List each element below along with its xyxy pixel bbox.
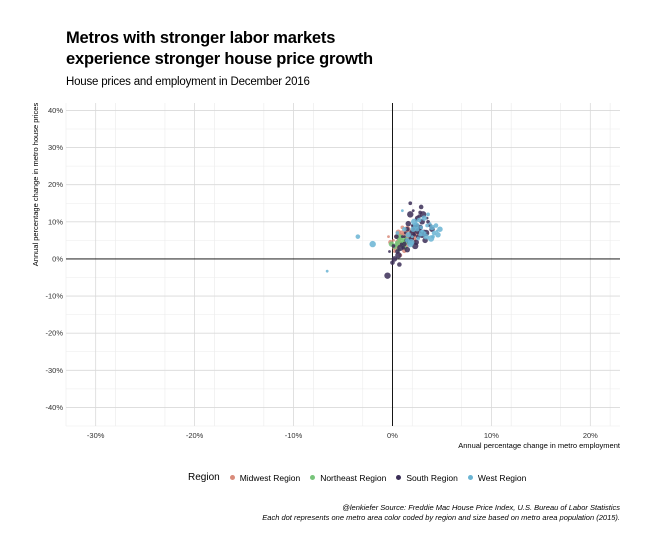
point-west	[437, 226, 443, 232]
legend-swatch-midwest	[229, 475, 235, 480]
x-tick-label: -30%	[87, 431, 105, 440]
x-tick-label: -10%	[285, 431, 303, 440]
point-west	[426, 212, 430, 217]
y-tick-label: -20%	[45, 329, 63, 338]
x-tick-label: -20%	[186, 431, 204, 440]
point-south	[390, 260, 395, 265]
point-west	[419, 225, 424, 230]
point-south	[418, 210, 423, 215]
point-west	[405, 232, 412, 238]
legend-swatch-west	[467, 475, 473, 480]
point-south	[397, 244, 404, 251]
point-northeast	[395, 240, 398, 244]
point-midwest	[392, 238, 395, 242]
point-south	[401, 245, 406, 250]
caption-note: Each dot represents one metro area color…	[262, 513, 620, 522]
point-west	[369, 240, 376, 248]
y-tick-label: 0%	[52, 254, 63, 263]
legend-swatch-south	[396, 475, 402, 480]
y-tick-label: -40%	[45, 403, 63, 412]
point-south	[400, 235, 404, 239]
x-tick-label: 20%	[583, 431, 598, 440]
point-west	[395, 231, 400, 235]
legend-label-midwest: Midwest Region	[239, 472, 301, 483]
point-west	[423, 233, 429, 240]
point-west	[402, 226, 407, 232]
point-west	[425, 223, 429, 228]
x-axis-title: Annual percentage change in metro employ…	[458, 441, 621, 450]
point-west	[410, 235, 414, 239]
caption: @lenkiefer Source: Freddie Mac House Pri…	[262, 503, 620, 523]
point-west	[423, 231, 427, 235]
point-west	[418, 232, 423, 237]
legend-label-west: West Region	[477, 472, 527, 483]
point-west	[421, 215, 427, 221]
point-south	[413, 239, 419, 245]
point-south	[412, 232, 417, 237]
point-south	[402, 235, 406, 239]
point-west	[416, 217, 422, 223]
point-south	[395, 252, 402, 259]
point-south	[402, 241, 407, 247]
point-midwest	[387, 235, 390, 239]
y-tick-label: 20%	[48, 180, 63, 189]
legend-swatch-northeast	[310, 475, 316, 480]
legend-title: Region	[188, 472, 220, 483]
point-midwest	[393, 250, 396, 253]
point-west	[410, 226, 416, 232]
y-tick-label: 10%	[48, 217, 63, 226]
point-west	[325, 269, 329, 273]
point-south	[388, 250, 391, 253]
point-west	[431, 230, 437, 236]
x-tick-label: 0%	[387, 431, 398, 440]
point-south	[391, 244, 396, 248]
point-south	[394, 234, 399, 239]
point-west	[428, 222, 432, 226]
legend-item-northeast: Northeast Region	[310, 473, 386, 483]
point-west	[433, 223, 439, 228]
point-west	[435, 232, 441, 238]
chart-title-line1: Metros with stronger labor markets	[66, 29, 336, 47]
chart-title: Metros with stronger labor markets exper…	[66, 28, 466, 70]
point-west	[416, 236, 421, 241]
y-axis-title: Annual percentage change in metro house …	[31, 103, 40, 267]
x-tick-label: 10%	[484, 431, 499, 440]
legend-item-midwest: Midwest Region	[229, 472, 301, 483]
y-tick-label: -30%	[45, 366, 63, 375]
point-south	[426, 219, 430, 224]
point-west	[431, 234, 435, 239]
point-south	[399, 242, 403, 246]
y-tick-label: 40%	[48, 106, 63, 115]
point-west	[355, 234, 361, 239]
point-south	[397, 262, 402, 267]
legend-item-south: South Region	[396, 473, 458, 483]
point-west	[429, 224, 435, 231]
y-tick-label: 30%	[48, 143, 63, 152]
point-south	[408, 201, 413, 206]
point-south	[405, 220, 412, 227]
y-tick-label: -10%	[45, 292, 63, 301]
point-south	[404, 246, 411, 253]
point-west	[420, 229, 424, 233]
chart-title-line2: experience stronger house price growth	[66, 50, 373, 68]
caption-source: @lenkiefer Source: Freddie Mac House Pri…	[342, 503, 620, 512]
point-south	[407, 211, 414, 218]
point-south	[411, 209, 415, 213]
point-south	[391, 256, 398, 262]
point-west	[400, 209, 404, 213]
point-south	[384, 272, 391, 279]
legend: Region Midwest Region Northeast Region S…	[188, 472, 536, 483]
chart-subtitle: House prices and employment in December …	[66, 76, 310, 88]
legend-item-west: West Region	[467, 472, 527, 483]
legend-label-south: South Region	[406, 472, 458, 483]
point-west	[408, 239, 415, 246]
point-south	[418, 204, 424, 210]
legend-label-northeast: Northeast Region	[320, 472, 387, 483]
